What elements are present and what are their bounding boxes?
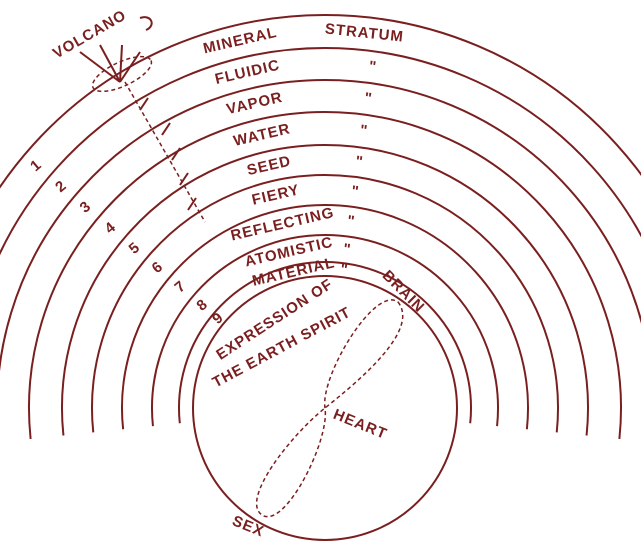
stratum-number: 4 xyxy=(102,218,120,237)
stratum-arc xyxy=(28,110,622,440)
stratum-arc xyxy=(91,174,559,433)
stratum-number: 2 xyxy=(52,177,70,196)
stratum-arc xyxy=(61,143,589,436)
stratum-number: 6 xyxy=(149,258,167,277)
stratum-suffix: " xyxy=(339,261,349,279)
stratum-number: 9 xyxy=(209,309,227,328)
stratum-arc xyxy=(0,79,641,373)
stratum-arc xyxy=(121,204,529,430)
stratum-arc xyxy=(0,14,641,189)
stratum-suffix: " xyxy=(359,122,369,140)
heart-label: HEART xyxy=(331,406,390,443)
stratum-arc xyxy=(151,234,499,427)
stratum-suffix: STRATUM xyxy=(324,20,405,45)
strata-arcs xyxy=(0,14,641,440)
stratum-suffix: " xyxy=(350,183,360,201)
core-circle xyxy=(192,275,458,541)
stratum-arc xyxy=(178,261,472,424)
stratum-suffix: " xyxy=(346,212,356,230)
stratum-suffix: " xyxy=(363,90,373,108)
stratum-number: 5 xyxy=(126,239,144,258)
figure-eight xyxy=(255,299,404,518)
stratum-name: SEED xyxy=(245,153,293,180)
stratum-suffix: " xyxy=(354,153,364,171)
sex-label: SEX xyxy=(230,512,267,540)
stratum-arc xyxy=(0,47,641,256)
volcano-icon xyxy=(79,16,206,223)
stratum-suffix: " xyxy=(368,58,378,76)
stratum-suffix: " xyxy=(342,241,352,259)
stratum-number: 1 xyxy=(27,156,45,175)
stratum-number: 3 xyxy=(77,198,95,217)
stratum-name: FLUIDIC xyxy=(213,57,281,88)
stratum-number: 8 xyxy=(193,296,211,315)
stratum-number: 7 xyxy=(172,277,190,296)
volcano-label: VOLCANO xyxy=(50,7,130,63)
